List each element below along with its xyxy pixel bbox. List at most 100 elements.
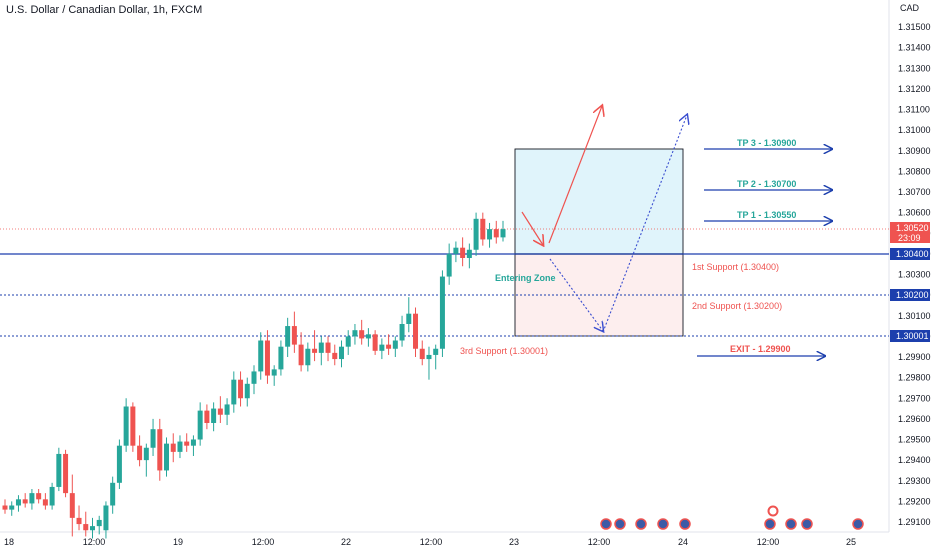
candle-body bbox=[291, 326, 297, 345]
y-tick-label: 1.29700 bbox=[898, 393, 931, 403]
time-axis[interactable]: 18 12:00 19 12:00 22 12:00 23 12:00 24 12:00 25 bbox=[4, 537, 856, 547]
candle-body bbox=[258, 340, 264, 372]
event-flag-icon[interactable] bbox=[801, 518, 813, 530]
candle-body bbox=[493, 229, 499, 238]
candle-body bbox=[56, 453, 62, 487]
x-tick-label: 18 bbox=[4, 537, 14, 547]
candle-body bbox=[157, 429, 163, 471]
candle-body bbox=[217, 408, 223, 415]
candle-body bbox=[89, 526, 95, 531]
event-flag-icon[interactable] bbox=[852, 518, 864, 530]
y-tick-label: 1.29500 bbox=[898, 435, 931, 445]
candle-body bbox=[480, 218, 486, 240]
y-tick-label: 1.31200 bbox=[898, 84, 931, 94]
scenario-arrow-entry bbox=[521, 211, 543, 245]
tp1-label: TP 1 - 1.30550 bbox=[737, 210, 796, 220]
candle-body bbox=[332, 352, 338, 360]
x-tick-label: 22 bbox=[341, 537, 351, 547]
y-tick-label: 1.30800 bbox=[898, 166, 931, 176]
event-flag-icon[interactable] bbox=[764, 518, 776, 530]
candle-body bbox=[264, 340, 270, 376]
y-tick-label: 1.30100 bbox=[898, 311, 931, 321]
entering-zone-label: Entering Zone bbox=[495, 273, 556, 283]
candle-body bbox=[204, 410, 210, 423]
candle-body bbox=[15, 499, 21, 506]
candle-body bbox=[298, 344, 304, 366]
candle-body bbox=[278, 346, 284, 370]
event-flag-icon[interactable] bbox=[679, 518, 691, 530]
event-flag-icon[interactable] bbox=[600, 518, 612, 530]
x-tick-label: 12:00 bbox=[420, 537, 443, 547]
candle-body bbox=[231, 379, 237, 405]
y-tick-label: 1.30700 bbox=[898, 187, 931, 197]
y-tick-label: 1.29200 bbox=[898, 496, 931, 506]
candle-body bbox=[9, 505, 15, 510]
entry-zone-frame bbox=[514, 148, 684, 337]
candle-body bbox=[103, 505, 109, 531]
candle-body bbox=[36, 493, 42, 500]
candle-body bbox=[271, 369, 277, 376]
candle-body bbox=[251, 371, 257, 384]
candle-body bbox=[359, 330, 365, 339]
candle-body bbox=[211, 408, 217, 423]
candle-body bbox=[413, 313, 419, 349]
y-tick-label: 1.30300 bbox=[898, 270, 931, 280]
candle-body bbox=[372, 334, 378, 351]
chart-title: U.S. Dollar / Canadian Dollar, 1h, FXCM bbox=[6, 4, 203, 16]
tp2-label: TP 2 - 1.30700 bbox=[737, 179, 796, 189]
y-tick-label: 1.31100 bbox=[898, 105, 930, 115]
candle-body bbox=[190, 439, 196, 446]
y-tick-label: 1.29900 bbox=[898, 352, 931, 362]
candle-body bbox=[453, 247, 459, 254]
candle-body bbox=[338, 346, 344, 360]
level-2-tag bbox=[890, 289, 930, 301]
candle-body bbox=[96, 519, 102, 527]
x-tick-label: 12:00 bbox=[588, 537, 611, 547]
y-tick-label: 1.29400 bbox=[898, 455, 931, 465]
candle-body bbox=[123, 406, 129, 446]
y-tick-label: 1.30600 bbox=[898, 208, 931, 218]
candle-body bbox=[76, 517, 82, 525]
x-tick-label: 24 bbox=[678, 537, 688, 547]
x-tick-label: 19 bbox=[173, 537, 183, 547]
exit-label: EXIT - 1.29900 bbox=[730, 344, 791, 354]
candle-body bbox=[466, 249, 472, 258]
y-tick-label: 1.29100 bbox=[898, 517, 931, 527]
candle-body bbox=[386, 344, 392, 349]
economic-events[interactable] bbox=[600, 505, 864, 530]
candle-body bbox=[49, 486, 55, 506]
scenario-arrow-up bbox=[548, 106, 602, 244]
event-flag-icon[interactable] bbox=[657, 518, 669, 530]
candle-body bbox=[244, 383, 250, 399]
event-flag-icon[interactable] bbox=[614, 518, 626, 530]
x-tick-label: 25 bbox=[846, 537, 856, 547]
event-flag-icon[interactable] bbox=[635, 518, 647, 530]
level-3-value: 1.30001 bbox=[896, 331, 929, 341]
candle-body bbox=[42, 499, 48, 506]
price-axis[interactable]: 1.31500 1.31400 1.31300 1.31200 1.31100 1.310… bbox=[898, 22, 931, 527]
y-tick-label: 1.31400 bbox=[898, 43, 931, 53]
candle-body bbox=[83, 524, 89, 531]
candle-body bbox=[345, 336, 351, 347]
candle-body bbox=[224, 404, 230, 415]
candle-body bbox=[439, 276, 445, 349]
canada-flag-icon[interactable] bbox=[767, 505, 779, 517]
candle-body bbox=[170, 443, 176, 452]
y-tick-label: 1.31000 bbox=[898, 125, 931, 135]
candle-body bbox=[426, 354, 432, 360]
entry-zone-upper bbox=[515, 149, 683, 254]
candle-body bbox=[487, 229, 493, 240]
y-tick-label: 1.29300 bbox=[898, 476, 931, 486]
scenario-arrow-down bbox=[549, 258, 603, 331]
candle-body bbox=[392, 340, 398, 349]
candle-body bbox=[433, 348, 439, 355]
countdown-value: 23:09 bbox=[898, 233, 921, 243]
candle-body bbox=[460, 247, 466, 258]
current-price-value: 1.30520 bbox=[896, 223, 929, 233]
event-flag-icon[interactable] bbox=[785, 518, 797, 530]
x-tick-label: 12:00 bbox=[252, 537, 275, 547]
candle-body bbox=[318, 342, 324, 353]
candle-body bbox=[352, 330, 358, 337]
candle-body bbox=[184, 441, 190, 446]
